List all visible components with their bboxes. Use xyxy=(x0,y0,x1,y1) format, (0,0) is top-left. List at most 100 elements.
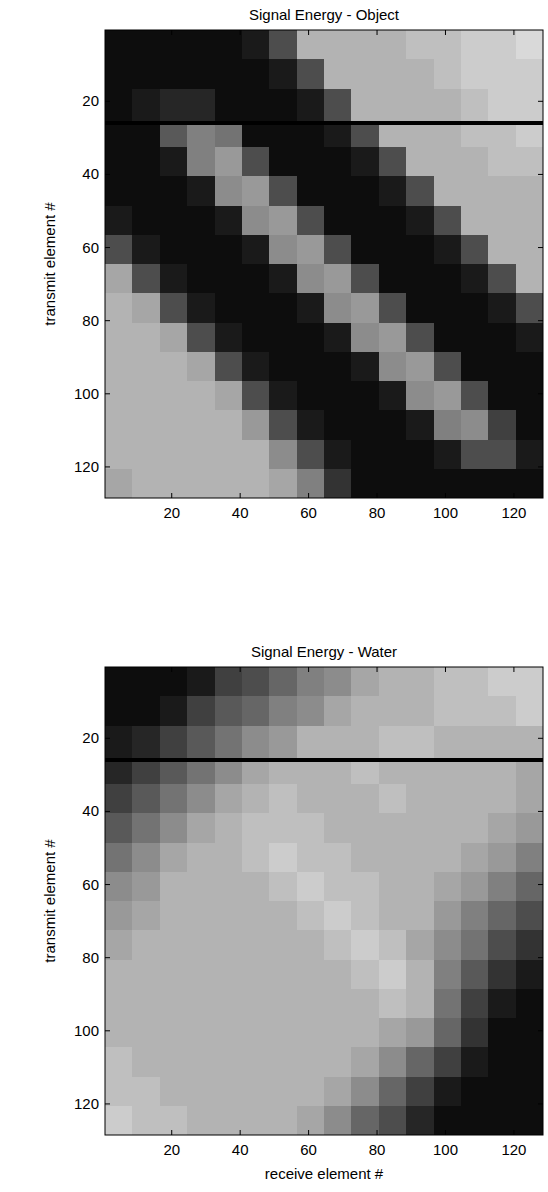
heatmap-cell xyxy=(434,1047,462,1077)
heatmap-cell xyxy=(215,352,243,382)
heatmap-cell xyxy=(215,410,243,440)
heatmap-cell xyxy=(488,1077,516,1107)
heatmap-cell xyxy=(187,1018,215,1048)
heatmap-cell xyxy=(434,59,462,89)
heatmap-cell xyxy=(187,410,215,440)
heatmap-cell xyxy=(160,121,188,125)
heatmap-cell xyxy=(132,89,160,123)
heatmap-cell xyxy=(105,762,133,785)
heatmap-cell xyxy=(406,1047,434,1077)
heatmap-cell xyxy=(105,872,133,902)
heatmap-cell xyxy=(461,264,489,294)
heatmap-cell xyxy=(187,323,215,353)
heatmap-cell xyxy=(379,89,407,123)
heatmap-cell xyxy=(516,762,543,785)
heatmap-cell xyxy=(406,872,434,902)
heatmap-cell xyxy=(160,726,188,760)
x-tick xyxy=(445,667,446,672)
heatmap-cell xyxy=(297,125,325,148)
heatmap-cell xyxy=(406,121,434,125)
y-tick xyxy=(105,811,110,812)
heatmap-cell xyxy=(324,1047,352,1077)
heatmap-cell xyxy=(297,176,325,206)
heatmap-cell xyxy=(406,410,434,440)
heatmap-cell xyxy=(406,206,434,236)
heatmap-cell xyxy=(406,667,434,697)
heatmap-cell xyxy=(269,901,297,931)
heatmap-cell xyxy=(105,381,133,411)
heatmap-cell xyxy=(488,176,516,206)
heatmap-cell xyxy=(351,125,379,148)
heatmap-cell xyxy=(215,440,243,470)
heatmap-cell xyxy=(187,59,215,89)
heatmap-cell xyxy=(461,1106,489,1135)
heatmap-cell xyxy=(160,30,188,60)
heatmap-cell xyxy=(379,176,407,206)
heatmap-cell xyxy=(379,1077,407,1107)
heatmap-cell xyxy=(187,30,215,60)
x-tick-label: 40 xyxy=(232,1141,249,1158)
heatmap-cell xyxy=(379,293,407,323)
heatmap-cell xyxy=(269,410,297,440)
heatmap-cell xyxy=(160,843,188,873)
heatmap-cell xyxy=(132,758,160,762)
heatmap-cell xyxy=(488,323,516,353)
heatmap-cell xyxy=(351,293,379,323)
heatmap-cell xyxy=(297,235,325,265)
heatmap-cell xyxy=(324,381,352,411)
heatmap-cell xyxy=(132,696,160,726)
heatmap-cell xyxy=(242,147,270,177)
heatmap-cell xyxy=(406,696,434,726)
heatmap-cell xyxy=(324,264,352,294)
heatmap-cell xyxy=(215,813,243,843)
heatmap-cell xyxy=(160,1077,188,1107)
heatmap-cell xyxy=(461,667,489,697)
x-tick xyxy=(513,30,514,35)
heatmap-cell xyxy=(379,352,407,382)
heatmap-cell xyxy=(434,1077,462,1107)
heatmap-cell xyxy=(324,235,352,265)
heatmap-cell xyxy=(187,696,215,726)
heatmap-cell xyxy=(351,872,379,902)
heatmap-cell xyxy=(406,1077,434,1107)
heatmap-cell xyxy=(132,1106,160,1135)
heatmap-cell xyxy=(406,323,434,353)
heatmap-cell xyxy=(269,30,297,60)
x-tick-label: 100 xyxy=(433,1141,458,1158)
heatmap-cell xyxy=(105,147,133,177)
heatmap-cell xyxy=(461,1018,489,1048)
heatmap-cell xyxy=(516,206,543,236)
heatmap-cell xyxy=(379,125,407,148)
plot-frame xyxy=(105,667,543,1135)
heatmap-cell xyxy=(406,901,434,931)
heatmap-cell xyxy=(160,901,188,931)
heatmap-cell xyxy=(132,469,160,498)
heatmap-cell xyxy=(187,147,215,177)
y-tick xyxy=(538,466,543,467)
heatmap-cell xyxy=(269,930,297,960)
heatmap-cell xyxy=(461,762,489,785)
heatmap-cell xyxy=(488,901,516,931)
heatmap-cell xyxy=(461,176,489,206)
heatmap-cell xyxy=(516,440,543,470)
heatmap-cell xyxy=(215,901,243,931)
heatmap-cell xyxy=(105,264,133,294)
heatmap-cell xyxy=(215,872,243,902)
heatmap-cell xyxy=(215,784,243,814)
heatmap-cell xyxy=(516,59,543,89)
heatmap-cell xyxy=(516,696,543,726)
heatmap-cell xyxy=(187,235,215,265)
heatmap-cell xyxy=(461,89,489,123)
heatmap-cell xyxy=(351,667,379,697)
heatmap-cell xyxy=(461,147,489,177)
heatmap-cell xyxy=(187,843,215,873)
x-tick xyxy=(377,30,378,35)
y-tick xyxy=(538,884,543,885)
y-tick-label: 80 xyxy=(82,949,99,966)
x-tick xyxy=(171,493,172,498)
y-tick xyxy=(105,738,110,739)
heatmap-cell xyxy=(215,264,243,294)
heatmap-cell xyxy=(187,352,215,382)
y-axis-title: transmit element # xyxy=(41,202,58,326)
heatmap-cell xyxy=(105,843,133,873)
